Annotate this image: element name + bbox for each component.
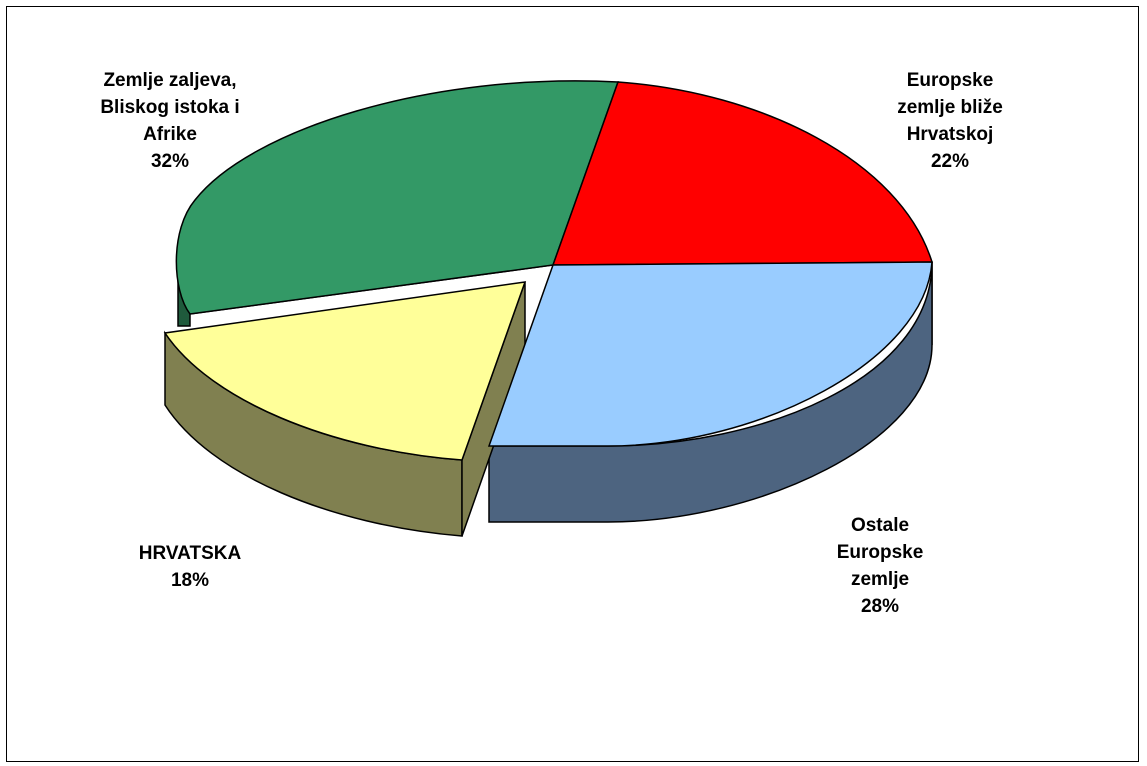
slice-label-yellow: HRVATSKA 18% — [138, 543, 242, 591]
slice-label-red: Europske zemlje bliže Hrvatskoj 22% — [897, 70, 1003, 172]
slice-blue-side — [488, 261, 933, 523]
slice-green — [175, 80, 620, 315]
slice-red — [551, 81, 934, 266]
slice-blue — [487, 261, 933, 447]
slice-yellow — [163, 281, 527, 461]
slice-label-blue: Ostale Europske zemlje 28% — [836, 515, 924, 617]
slice-label-green: Zemlje zaljeva, Bliskog istoka i Afrike … — [100, 70, 240, 172]
